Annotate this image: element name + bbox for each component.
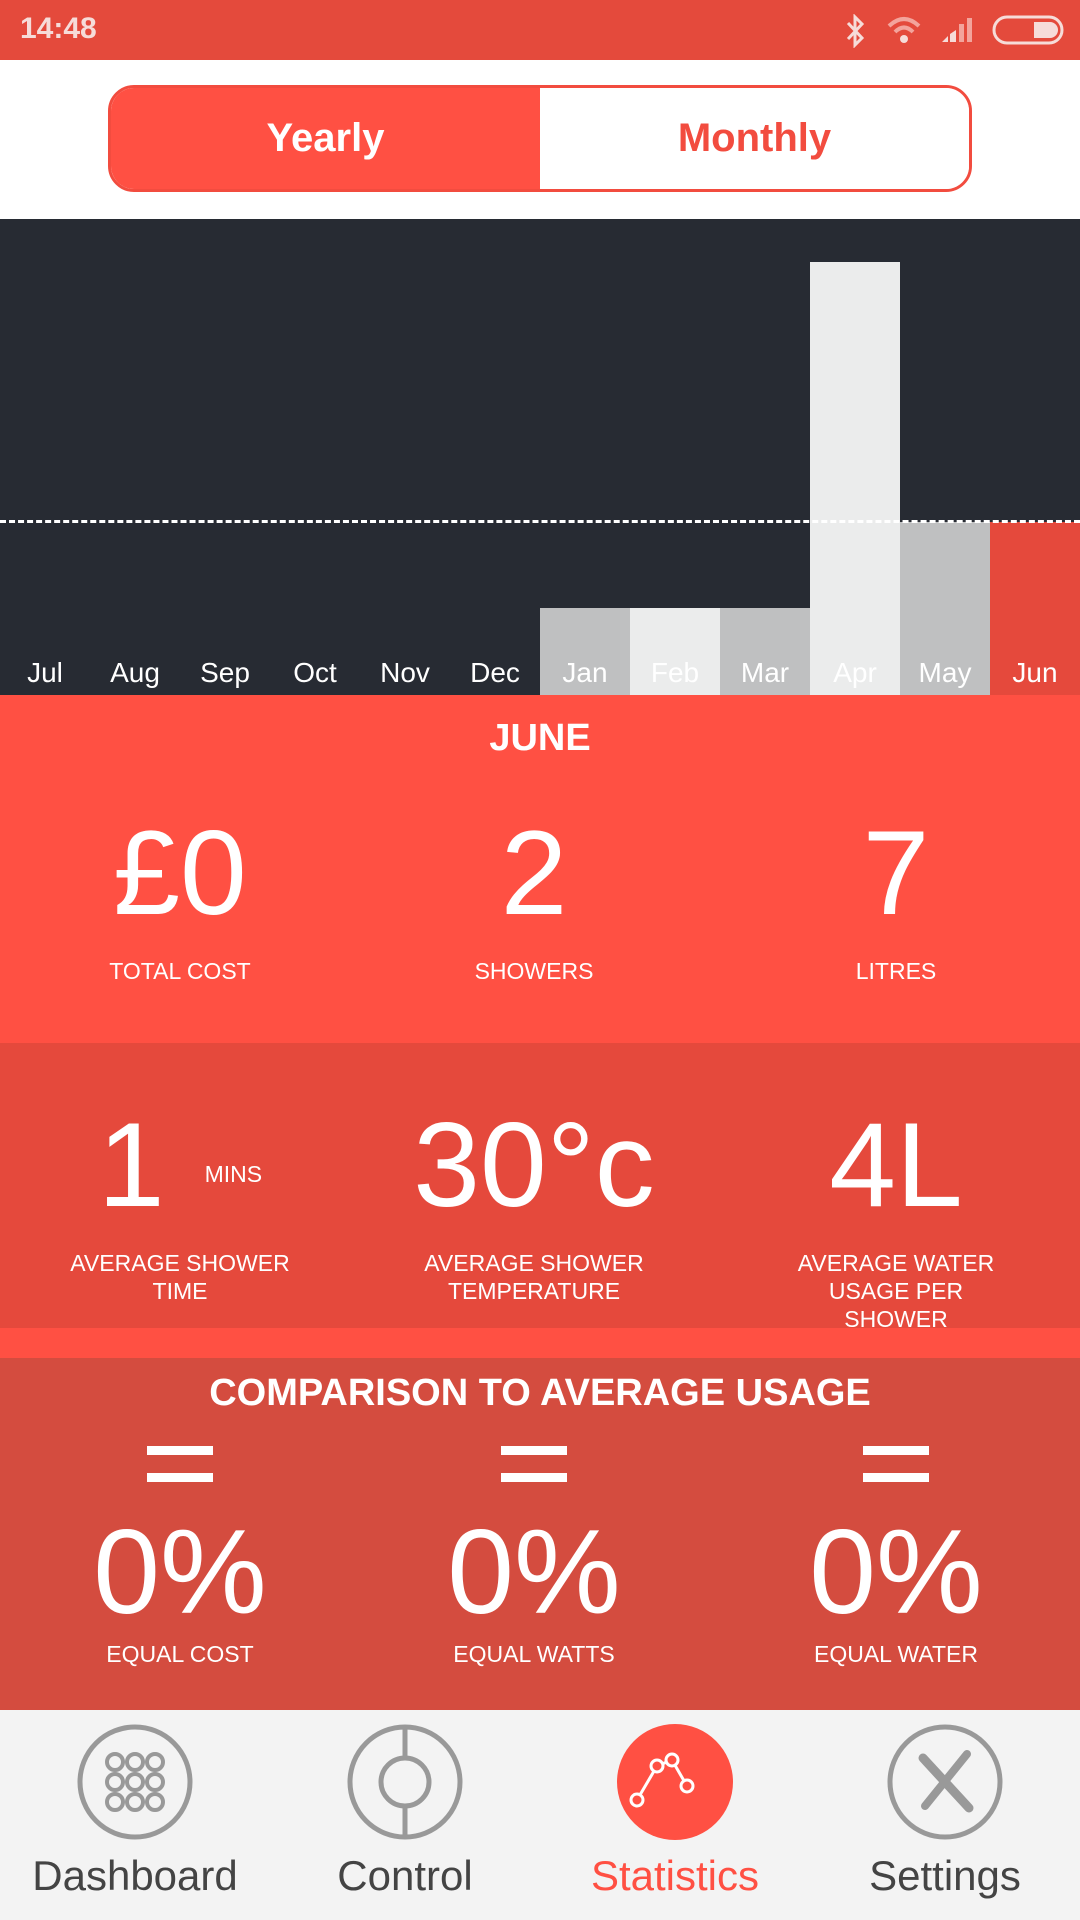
month-label-apr[interactable]: Apr	[833, 657, 877, 688]
avg-time-unit: MINS	[204, 1160, 263, 1187]
bar-apr[interactable]	[810, 262, 900, 695]
month-label-jul[interactable]: Jul	[27, 657, 63, 688]
month-label-may[interactable]: May	[918, 657, 972, 688]
settings-icon	[887, 1724, 1003, 1840]
bottom-nav: Dashboard Control Statistics Settings	[0, 1710, 1080, 1920]
averages-section: 1 MINS AVERAGE SHOWER TIME 30°c AVERAGE SHO…	[0, 1043, 1080, 1332]
month-title: JUNE	[489, 717, 591, 759]
signal-icon	[942, 18, 972, 42]
total-cost-value: £0	[113, 806, 247, 940]
bar-jan[interactable]	[540, 608, 630, 695]
status-bar: 14:48	[0, 0, 1080, 60]
litres-label: LITRES	[855, 958, 937, 984]
avg-temp-value: 30°c	[413, 1098, 655, 1232]
comparison-section: COMPARISON TO AVERAGE USAGE 0% EQUAL COST…	[0, 1358, 1080, 1710]
average-line	[0, 519, 1080, 523]
month-label-aug[interactable]: Aug	[110, 657, 160, 688]
water-compare-value: 0%	[809, 1505, 983, 1639]
wifi-icon	[887, 17, 921, 43]
usage-bar-chart: Jul Aug Sep Oct Nov Dec Jan Feb Mar Apr May Jun	[0, 219, 1080, 695]
divider	[0, 1328, 1080, 1358]
avg-time-value: 1	[97, 1098, 165, 1232]
month-label-jan[interactable]: Jan	[562, 657, 608, 688]
equals-icon	[501, 1446, 567, 1482]
bar-mar[interactable]	[720, 608, 810, 695]
month-label-oct[interactable]: Oct	[293, 657, 337, 688]
avg-time-label: AVERAGE SHOWER TIME	[70, 1250, 290, 1304]
dashboard-icon	[77, 1724, 193, 1840]
control-icon	[347, 1724, 463, 1840]
statistics-icon	[617, 1724, 733, 1840]
cost-compare-label: EQUAL COST	[106, 1641, 254, 1667]
comparison-title: COMPARISON TO AVERAGE USAGE	[209, 1372, 871, 1414]
nav-label: Dashboard	[32, 1852, 238, 1899]
month-label-mar[interactable]: Mar	[740, 657, 790, 688]
equals-icon	[147, 1446, 213, 1482]
avg-temp-label: AVERAGE SHOWER TEMPERATURE	[424, 1250, 644, 1304]
bar-jun[interactable]	[990, 521, 1080, 695]
month-label-jun[interactable]: Jun	[1012, 657, 1058, 688]
equals-icon	[863, 1446, 929, 1482]
month-label-nov[interactable]: Nov	[380, 657, 430, 688]
avg-water-value: 4L	[829, 1098, 963, 1232]
nav-dashboard[interactable]: Dashboard	[0, 1722, 270, 1900]
watts-compare-label: EQUAL WATTS	[453, 1641, 615, 1667]
bar-feb[interactable]	[630, 608, 720, 695]
nav-label: Control	[337, 1852, 473, 1899]
nav-control[interactable]: Control	[270, 1722, 540, 1900]
bar-may[interactable]	[900, 521, 990, 695]
yearly-tab[interactable]: Yearly	[111, 88, 540, 189]
monthly-tab[interactable]: Monthly	[540, 88, 969, 189]
clock: 14:48	[20, 12, 97, 45]
watts-compare-value: 0%	[447, 1505, 621, 1639]
total-cost-label: TOTAL COST	[109, 958, 251, 984]
showers-label: SHOWERS	[474, 958, 594, 984]
bluetooth-icon	[846, 14, 865, 48]
showers-value: 2	[500, 806, 568, 940]
month-label-dec[interactable]: Dec	[470, 657, 520, 688]
battery-icon	[992, 15, 1064, 45]
period-toggle[interactable]: Yearly Monthly	[108, 85, 972, 192]
nav-label: Settings	[869, 1852, 1021, 1899]
month-label-feb[interactable]: Feb	[650, 657, 700, 688]
cost-compare-value: 0%	[93, 1505, 267, 1639]
nav-label: Statistics	[590, 1852, 760, 1899]
litres-value: 7	[862, 806, 930, 940]
nav-statistics[interactable]: Statistics	[540, 1722, 810, 1900]
nav-settings[interactable]: Settings	[810, 1722, 1080, 1900]
month-summary: JUNE £0 TOTAL COST 2 SHOWERS 7 LITRES	[0, 695, 1080, 1043]
water-compare-label: EQUAL WATER	[814, 1641, 978, 1667]
avg-water-label: AVERAGE WATER USAGE PER SHOWER	[797, 1250, 995, 1332]
month-label-sep[interactable]: Sep	[200, 657, 250, 688]
